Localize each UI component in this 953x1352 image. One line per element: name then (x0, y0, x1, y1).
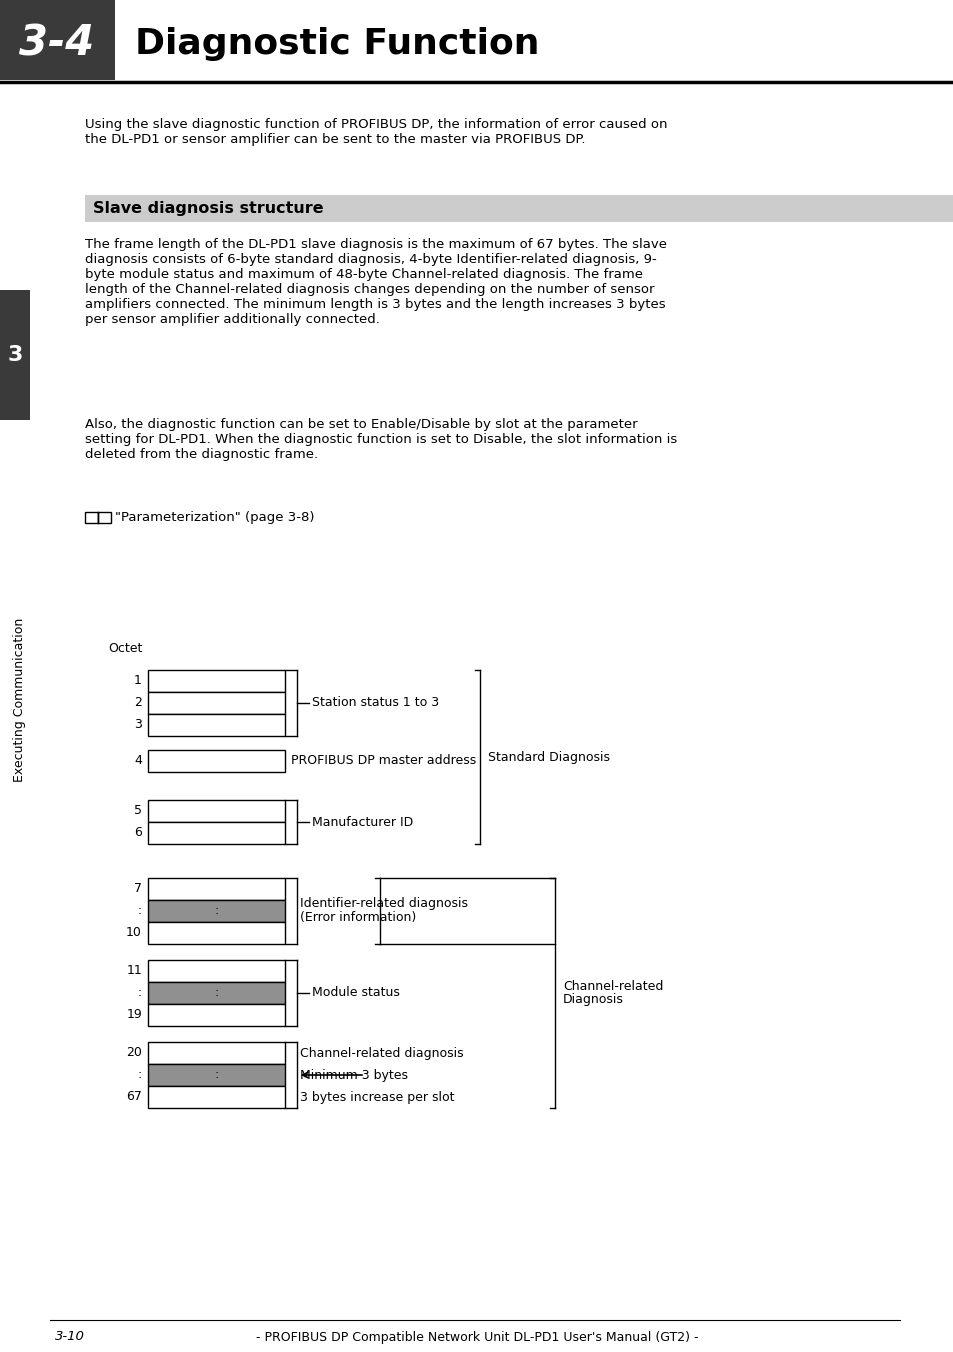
Text: Slave diagnosis structure: Slave diagnosis structure (92, 201, 323, 216)
Text: 3-4: 3-4 (19, 23, 94, 65)
Text: Module status: Module status (312, 987, 399, 999)
Bar (148, 1042, 285, 1064)
Bar (85, 512, 98, 523)
Text: 3: 3 (134, 718, 142, 731)
Text: Diagnosis: Diagnosis (562, 994, 623, 1006)
Text: 67: 67 (126, 1091, 142, 1103)
Text: 2: 2 (134, 696, 142, 710)
Text: Executing Communication: Executing Communication (13, 618, 27, 781)
Text: Using the slave diagnostic function of PROFIBUS DP, the information of error cau: Using the slave diagnostic function of P… (85, 118, 667, 146)
Bar (148, 750, 285, 772)
Text: "Parameterization" (page 3-8): "Parameterization" (page 3-8) (115, 511, 314, 523)
Text: Channel-related: Channel-related (562, 979, 662, 992)
Text: 6: 6 (134, 826, 142, 840)
Text: :: : (214, 904, 218, 918)
Text: Diagnostic Function: Diagnostic Function (135, 27, 539, 61)
Bar (85, 195, 953, 222)
Text: PROFIBUS DP master address: PROFIBUS DP master address (291, 754, 476, 768)
Bar (148, 714, 285, 735)
Text: 20: 20 (126, 1046, 142, 1060)
Text: 1: 1 (134, 675, 142, 688)
Text: 10: 10 (126, 926, 142, 940)
Text: Standard Diagnosis: Standard Diagnosis (488, 750, 609, 764)
Text: Manufacturer ID: Manufacturer ID (312, 815, 413, 829)
Text: Station status 1 to 3: Station status 1 to 3 (312, 696, 438, 710)
Bar (148, 960, 285, 982)
Text: :: : (214, 1068, 218, 1082)
Text: Identifier-related diagnosis: Identifier-related diagnosis (299, 898, 468, 910)
Bar (0, 289, 30, 420)
Bar (148, 1005, 285, 1026)
Bar (148, 877, 285, 900)
Bar (148, 900, 285, 922)
Text: 3-10: 3-10 (55, 1330, 85, 1344)
Text: 4: 4 (134, 754, 142, 768)
Bar (148, 1086, 285, 1109)
Text: (Error information): (Error information) (299, 911, 416, 925)
Text: Also, the diagnostic function can be set to Enable/Disable by slot at the parame: Also, the diagnostic function can be set… (85, 418, 677, 461)
Text: 19: 19 (126, 1009, 142, 1022)
Text: :: : (214, 987, 218, 999)
Bar (148, 800, 285, 822)
Text: :: : (137, 987, 142, 999)
Text: The frame length of the DL-PD1 slave diagnosis is the maximum of 67 bytes. The s: The frame length of the DL-PD1 slave dia… (85, 238, 666, 326)
Text: 3 bytes increase per slot: 3 bytes increase per slot (299, 1091, 454, 1103)
Bar (148, 822, 285, 844)
Text: 11: 11 (126, 964, 142, 977)
Text: - PROFIBUS DP Compatible Network Unit DL-PD1 User's Manual (GT2) -: - PROFIBUS DP Compatible Network Unit DL… (255, 1330, 698, 1344)
Bar (148, 922, 285, 944)
Text: :: : (137, 904, 142, 918)
Text: Channel-related diagnosis: Channel-related diagnosis (299, 1046, 463, 1060)
Bar (148, 1064, 285, 1086)
Bar (148, 692, 285, 714)
Text: Octet: Octet (109, 641, 143, 654)
Text: 7: 7 (133, 883, 142, 895)
Text: 5: 5 (133, 804, 142, 818)
Bar (148, 982, 285, 1005)
Bar (148, 671, 285, 692)
Text: Minimum 3 bytes: Minimum 3 bytes (299, 1068, 408, 1082)
Bar (98, 512, 111, 523)
Bar (0, 0, 115, 80)
Text: :: : (137, 1068, 142, 1082)
Text: 3: 3 (8, 345, 23, 365)
